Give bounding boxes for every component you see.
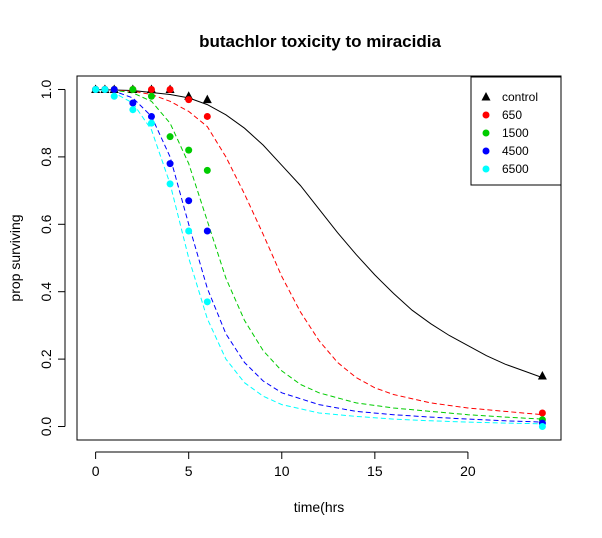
data-markers <box>91 84 547 431</box>
point-6500 <box>185 227 193 235</box>
point-control <box>537 370 547 380</box>
point-4500 <box>185 197 193 205</box>
point-control <box>202 94 212 104</box>
chart-title: butachlor toxicity to miracidia <box>199 32 441 51</box>
x-tick-label: 10 <box>274 463 290 479</box>
point-650 <box>147 85 155 93</box>
point-1500 <box>147 92 155 100</box>
point-650 <box>203 112 211 120</box>
legend-label-control: control <box>502 90 538 104</box>
point-1500 <box>203 166 211 174</box>
point-650 <box>166 85 174 93</box>
legend-marker-650 <box>482 111 490 119</box>
x-tick-label: 15 <box>367 463 383 479</box>
curve-6500 <box>95 89 543 425</box>
legend-marker-4500 <box>482 147 490 155</box>
y-tick-label: 0.0 <box>38 417 54 437</box>
legend-label-650: 650 <box>502 108 522 122</box>
curve-control <box>95 89 543 379</box>
x-axis: 0 5 10 15 20 <box>92 451 476 479</box>
x-axis-label: time(hrs <box>294 499 345 515</box>
point-6500 <box>538 423 546 431</box>
point-4500 <box>129 99 137 107</box>
curve-650 <box>95 89 543 416</box>
point-1500 <box>166 133 174 141</box>
point-6500 <box>129 106 137 114</box>
legend-marker-6500 <box>482 165 490 173</box>
y-tick-label: 0.8 <box>38 147 54 167</box>
x-tick-label: 0 <box>92 463 100 479</box>
y-tick-label: 0.6 <box>38 214 54 234</box>
y-axis: 0.0 0.2 0.4 0.6 0.8 1.0 <box>38 80 66 437</box>
point-4500 <box>203 227 211 235</box>
point-6500 <box>166 180 174 188</box>
curve-1500 <box>95 89 543 420</box>
legend-label-4500: 4500 <box>502 144 529 158</box>
legend-marker-control <box>481 92 491 101</box>
point-6500 <box>92 85 100 93</box>
point-650 <box>185 96 193 104</box>
y-tick-label: 0.2 <box>38 349 54 369</box>
point-6500 <box>147 119 155 127</box>
point-650 <box>538 409 546 417</box>
point-1500 <box>129 85 137 93</box>
point-4500 <box>110 85 118 93</box>
plot-frame <box>76 75 562 441</box>
point-6500 <box>101 85 109 93</box>
legend: control 650 1500 4500 6500 <box>470 76 562 186</box>
legend-marker-1500 <box>482 129 490 137</box>
y-tick-label: 0.4 <box>38 282 54 302</box>
point-4500 <box>166 160 174 168</box>
point-6500 <box>110 92 118 100</box>
point-6500 <box>203 298 211 306</box>
x-tick-label: 5 <box>185 463 193 479</box>
legend-label-1500: 1500 <box>502 126 529 140</box>
curve-4500 <box>95 89 543 423</box>
y-tick-label: 1.0 <box>38 80 54 100</box>
point-4500 <box>147 112 155 120</box>
legend-label-6500: 6500 <box>502 162 529 176</box>
point-1500 <box>185 146 193 154</box>
y-axis-label: prop surviving <box>7 214 23 301</box>
x-tick-label: 20 <box>460 463 476 479</box>
fitted-curves <box>95 89 543 425</box>
